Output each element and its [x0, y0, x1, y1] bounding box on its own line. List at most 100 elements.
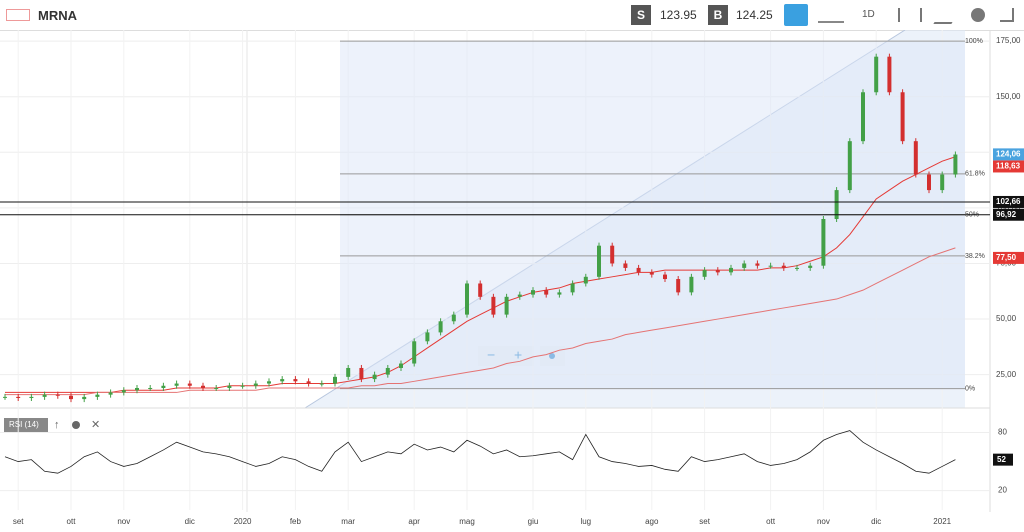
x-tick-label: mag [459, 517, 475, 526]
candle [517, 294, 522, 297]
candle [201, 385, 205, 388]
candle [531, 290, 535, 295]
candle [847, 141, 852, 191]
candle [597, 245, 601, 277]
candle [781, 265, 786, 268]
candle [214, 387, 219, 389]
x-tick-label: ago [645, 517, 659, 526]
candle [55, 394, 60, 396]
candle [161, 385, 166, 388]
indicator-tag[interactable] [4, 418, 48, 432]
symbol: MRNA [38, 7, 77, 23]
fib-label: 0% [965, 385, 975, 392]
candle [834, 190, 839, 219]
candle [768, 265, 773, 267]
price-tag-label: 124,06 [996, 149, 1021, 158]
candle [583, 276, 588, 284]
sell-button[interactable]: S [631, 5, 651, 25]
x-tick-label: set [13, 517, 24, 526]
candle [795, 267, 799, 269]
y-tick-label: 50,00 [996, 314, 1017, 323]
candle [438, 321, 443, 333]
candle [240, 385, 245, 387]
candle [874, 56, 879, 93]
candle [927, 174, 931, 191]
candle [319, 383, 324, 385]
candle [174, 383, 179, 386]
buy-button[interactable]: B [708, 5, 728, 25]
candle [267, 381, 271, 384]
candle [570, 283, 575, 293]
fib-label: 38.2% [965, 253, 985, 260]
chart-type-button[interactable] [818, 9, 844, 23]
fullscreen-button[interactable] [1000, 8, 1014, 22]
candle [755, 263, 760, 266]
candle [715, 270, 720, 273]
indicator-up[interactable]: ↑ [54, 419, 60, 431]
candle [108, 392, 113, 395]
candle [953, 154, 958, 175]
indicator-name: RSI (14) [9, 420, 39, 429]
candle [372, 374, 377, 380]
rsi-line [4, 430, 956, 474]
price-tag-label: 96,92 [996, 210, 1017, 219]
draw-button[interactable] [933, 8, 961, 24]
candle [135, 387, 139, 391]
x-tick-label: mar [341, 517, 355, 526]
indicator-settings[interactable] [72, 421, 80, 429]
candle [412, 341, 417, 364]
candle [940, 174, 945, 191]
settings-button[interactable] [971, 8, 985, 22]
crosshair-button[interactable] [784, 4, 808, 26]
candle [227, 385, 232, 388]
candle [148, 387, 153, 389]
x-tick-label: ott [67, 517, 77, 526]
rsi-tick-label: 20 [998, 486, 1007, 495]
candle [491, 296, 496, 315]
price-tag-label: 77,50 [996, 253, 1017, 262]
candle [121, 390, 126, 393]
candle [742, 263, 747, 268]
price-tag-label: 102,66 [996, 197, 1021, 206]
x-tick-label: nov [117, 517, 130, 526]
candle [95, 394, 100, 397]
candle [623, 263, 628, 268]
y-tick-label: 150,00 [996, 92, 1021, 101]
candle [636, 267, 641, 273]
candle [861, 92, 865, 142]
candle [3, 396, 7, 398]
candle [689, 276, 694, 293]
candle [649, 272, 654, 275]
candle-button[interactable] [898, 8, 922, 22]
fib-label: 100% [965, 38, 983, 45]
price-tag [993, 148, 1024, 161]
candle [69, 395, 73, 400]
candle [729, 267, 733, 273]
x-tick-label: 2020 [234, 517, 252, 526]
moving-average [5, 247, 956, 396]
price-tag [993, 160, 1024, 173]
candle [676, 279, 681, 293]
candle [333, 376, 337, 384]
fib-label: 61.8% [965, 171, 985, 178]
rsi-tag-label: 52 [997, 455, 1006, 464]
price-tag [993, 208, 1024, 221]
candle [702, 270, 707, 277]
candle [557, 292, 562, 295]
rsi-tick-label: 80 [998, 428, 1007, 437]
candle [306, 381, 311, 384]
candle [42, 394, 47, 397]
y-tick-label: 25,00 [996, 370, 1017, 379]
candle [16, 396, 21, 398]
candle [808, 265, 813, 268]
timeframe-button[interactable]: 1D [862, 9, 875, 20]
indicator-close[interactable]: ✕ [91, 419, 100, 431]
x-tick-label: giu [528, 517, 539, 526]
candle [663, 274, 667, 280]
x-tick-label: apr [408, 517, 420, 526]
candle [544, 290, 549, 295]
candle [913, 141, 918, 175]
x-tick-label: ott [766, 517, 776, 526]
x-tick-label: feb [290, 517, 302, 526]
